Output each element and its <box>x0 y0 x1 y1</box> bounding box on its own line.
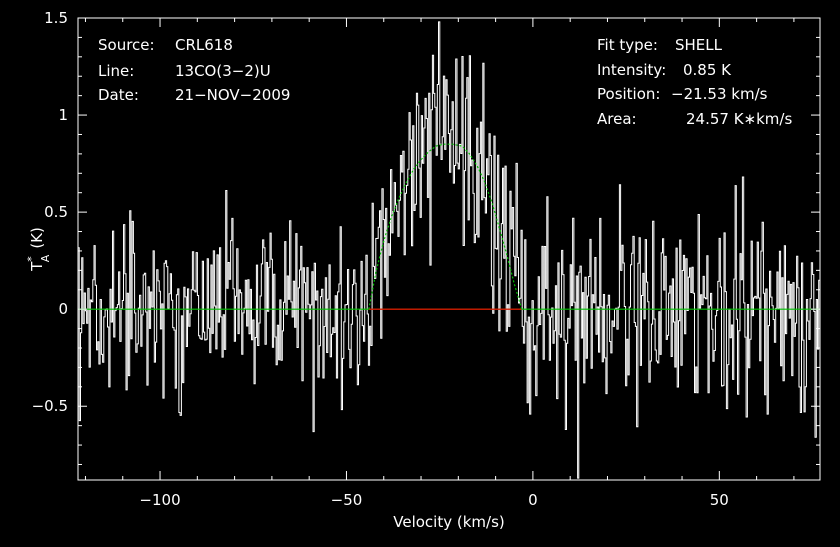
y-axis-label: T*A (K) <box>25 227 52 272</box>
info-source-key: Source: <box>98 36 155 54</box>
y-tick-label: 1.5 <box>44 9 68 27</box>
info-line-value: 13CO(3−2)U <box>175 62 271 80</box>
ticks-layer: −100 −50 0 50 −0.5 0 0.5 1 1.5 <box>32 9 820 509</box>
info-intensity-key: Intensity: <box>597 61 666 79</box>
plot-frame <box>77 17 821 481</box>
info-right: Fit type: SHELL Intensity: 0.85 K Positi… <box>597 36 792 128</box>
x-tick-label: 50 <box>710 491 729 509</box>
spectrum-line <box>78 21 821 479</box>
x-tick-label: −50 <box>331 491 363 509</box>
info-position-value: −21.53 km/s <box>671 85 768 103</box>
info-source-value: CRL618 <box>175 36 233 54</box>
y-tick-label: 0.5 <box>44 203 68 221</box>
info-line-key: Line: <box>98 62 134 80</box>
x-axis-label: Velocity (km/s) <box>393 513 504 531</box>
spectrum-layer <box>78 21 821 479</box>
info-intensity-value: 0.85 K <box>683 61 732 79</box>
x-tick-label: −100 <box>139 491 180 509</box>
info-date-key: Date: <box>98 86 139 104</box>
info-fit-type-value: SHELL <box>675 36 723 54</box>
x-tick-label: 0 <box>528 491 538 509</box>
y-tick-label: 0 <box>58 300 68 318</box>
y-axis-label-subscript: A <box>39 254 52 262</box>
fit-layer <box>78 143 820 310</box>
info-left: Source: CRL618 Line: 13CO(3−2)U Date: 21… <box>98 36 290 104</box>
y-tick-label: −0.5 <box>32 397 68 415</box>
info-fit-type-key: Fit type: <box>597 36 658 54</box>
shell-fit-curve <box>368 143 523 310</box>
y-axis-label-superscript: * <box>25 256 38 262</box>
info-area-value: 24.57 K∗km/s <box>686 110 792 128</box>
info-position-key: Position: <box>597 85 660 103</box>
info-date-value: 21−NOV−2009 <box>175 86 290 104</box>
info-area-key: Area: <box>597 110 637 128</box>
y-axis-label-symbol: T <box>28 261 46 272</box>
y-axis-label-unit: (K) <box>28 227 46 249</box>
y-tick-label: 1 <box>58 106 68 124</box>
